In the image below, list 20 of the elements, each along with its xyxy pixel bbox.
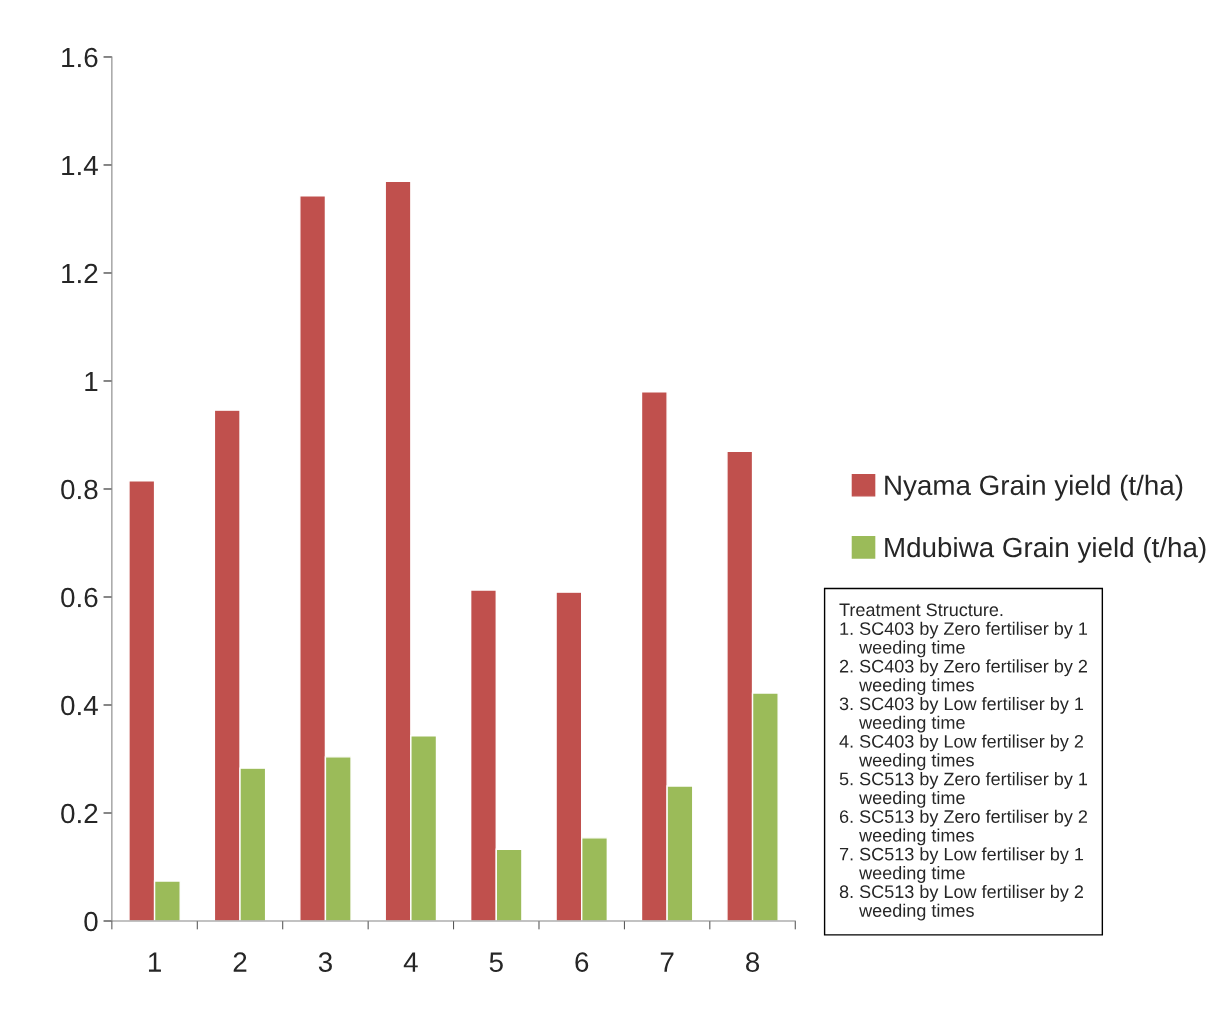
y-tick-label: 1.4 bbox=[62, 155, 98, 176]
x-tick-label: 1 bbox=[148, 952, 161, 972]
y-tick-label: 0.2 bbox=[61, 803, 98, 824]
y-tick-label: 0.4 bbox=[61, 695, 98, 716]
y-tick-label: 0.6 bbox=[61, 587, 98, 608]
y-tick-label: 1 bbox=[85, 371, 98, 392]
x-tick-label: 7 bbox=[660, 952, 674, 972]
text: Treatment Structure. 1. SC403 by Zero fertiliser by 1 weeding time 2. SC403 by Zero fertiliser by 2 weeding times 3. SC403 by Low fertiliser by 1 weeding time 4. SC403 by Low fertiliser by 2 weeding times 5. SC513 by Zero fertiliser by 1 weeding time 6. SC513 by Zero fertiliser by 2 weeding times 7. SC513 by Low fertiliser by 1 weeding time 8. SC513 by Low fertiliser by 2 weeding times bbox=[839, 603, 1088, 921]
x-tick-label: 2 bbox=[233, 952, 247, 972]
y-tick-label: 0 bbox=[84, 911, 98, 932]
legend-label: Nyama Grain yield (t/ha) bbox=[885, 474, 1183, 501]
x-tick-label: 5 bbox=[489, 952, 503, 972]
y-tick-label: 0.8 bbox=[61, 479, 98, 500]
y-tick-label: 1.6 bbox=[62, 47, 98, 68]
x-tick-label: 4 bbox=[403, 952, 418, 972]
x-tick-label: 3 bbox=[318, 952, 332, 972]
x-tick-label: 8 bbox=[746, 952, 760, 972]
y-tick-label: 1.2 bbox=[62, 263, 98, 284]
x-tick-label: 6 bbox=[575, 952, 589, 972]
legend-label: Mdubiwa Grain yield (t/ha) bbox=[885, 536, 1206, 563]
